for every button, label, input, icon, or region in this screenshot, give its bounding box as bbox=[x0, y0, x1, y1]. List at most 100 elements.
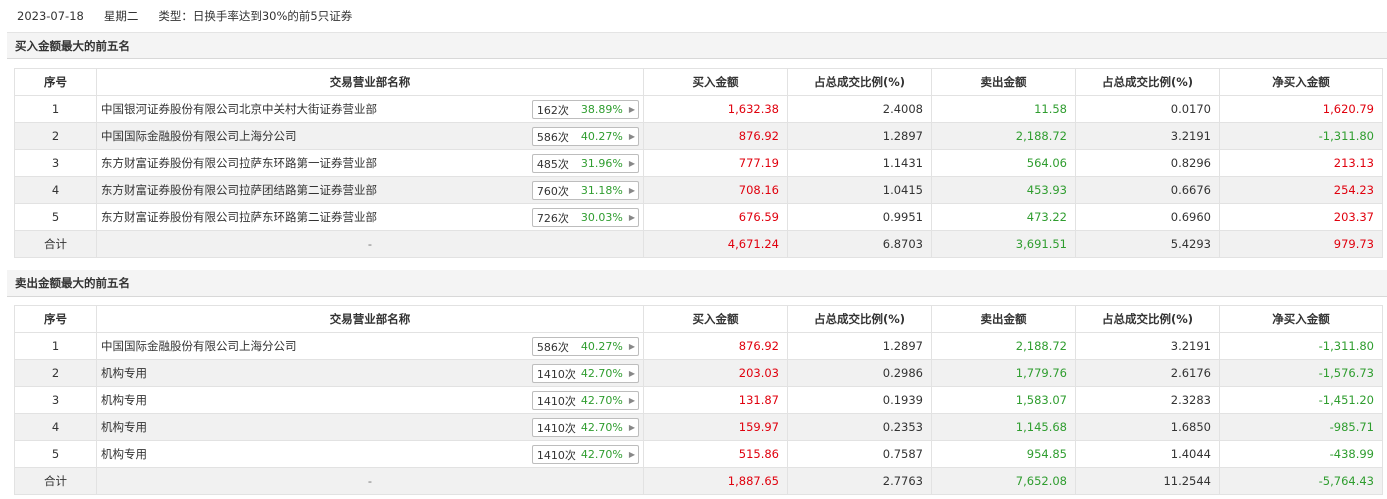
sell-ratio: 2.3283 bbox=[1075, 386, 1220, 414]
broker-count: 586次 bbox=[536, 340, 569, 354]
buy-ratio: 0.2353 bbox=[787, 413, 932, 441]
broker-stats-badge[interactable]: 760次 31.18% ▶ bbox=[531, 181, 639, 200]
broker-name[interactable]: 东方财富证券股份有限公司拉萨东环路第一证券营业部 bbox=[101, 156, 377, 170]
col-header-sell: 卖出金额 bbox=[931, 305, 1076, 333]
list-type: 类型：日换手率达到30%的前5只证券 bbox=[158, 9, 353, 23]
caret-right-icon: ▶ bbox=[628, 369, 635, 378]
table-row: 1 中国国际金融股份有限公司上海分公司 586次 40.27% ▶ 876.92 1.289… bbox=[14, 332, 1383, 360]
table-row: 4 东方财富证券股份有限公司拉萨团结路第二证券营业部 760次 31.18% ▶ 708.… bbox=[14, 176, 1383, 204]
broker-name[interactable]: 中国银河证券股份有限公司北京中关村大街证券营业部 bbox=[101, 102, 377, 116]
net-amount: -1,311.80 bbox=[1219, 332, 1383, 360]
sell-ratio: 1.6850 bbox=[1075, 413, 1220, 441]
total-row: 合计 -1,887.65 2.7763 7,652.08 11.2544 -5,764.4… bbox=[14, 467, 1383, 495]
sell-ratio: 1.4044 bbox=[1075, 440, 1220, 468]
broker-stats-badge[interactable]: 485次 31.96% ▶ bbox=[531, 154, 639, 173]
top-info-bar: 2023-07-18 星期二 类型：日换手率达到30%的前5只证券 bbox=[0, 0, 1387, 32]
total-row: 合计 -4,671.24 6.8703 3,691.51 5.4293 979.73 bbox=[14, 230, 1383, 258]
broker-cell: 机构专用 1410次 42.70% ▶ bbox=[96, 440, 644, 468]
sell-amount: 2,188.72 bbox=[931, 332, 1076, 360]
trade-weekday: 星期二 bbox=[103, 9, 139, 23]
buy-amount: 676.59 bbox=[643, 203, 788, 231]
broker-cell: 东方财富证券股份有限公司拉萨团结路第二证券营业部 760次 31.18% ▶ bbox=[96, 176, 644, 204]
col-header-no: 序号 bbox=[14, 68, 97, 96]
sell-amount: 2,188.72 bbox=[931, 122, 1076, 150]
total-net-amount: -5,764.43 bbox=[1219, 467, 1383, 495]
broker-win-rate: 42.70% bbox=[580, 448, 623, 461]
sell-ratio: 0.0170 bbox=[1075, 95, 1220, 123]
broker-name[interactable]: 东方财富证券股份有限公司拉萨东环路第二证券营业部 bbox=[101, 210, 377, 224]
broker-name[interactable]: 机构专用 bbox=[101, 393, 147, 407]
broker-count: 586次 bbox=[536, 130, 569, 144]
sell-amount: 1,145.68 bbox=[931, 413, 1076, 441]
broker-stats-badge[interactable]: 162次 38.89% ▶ bbox=[531, 100, 639, 119]
col-header-sell: 卖出金额 bbox=[931, 68, 1076, 96]
row-number: 5 bbox=[14, 203, 97, 231]
broker-stats-badge[interactable]: 1410次 42.70% ▶ bbox=[531, 364, 639, 383]
broker-stats-badge[interactable]: 586次 40.27% ▶ bbox=[531, 337, 639, 356]
caret-right-icon: ▶ bbox=[628, 423, 635, 432]
broker-cell: 东方财富证券股份有限公司拉萨东环路第一证券营业部 485次 31.96% ▶ bbox=[96, 149, 644, 177]
broker-win-rate: 42.70% bbox=[580, 394, 623, 407]
table-row: 4 机构专用 1410次 42.70% ▶ 159.97 0.2353 1,145.68 1.6… bbox=[14, 413, 1383, 441]
buy-ratio: 0.9951 bbox=[787, 203, 932, 231]
total-name: - bbox=[96, 230, 644, 258]
net-amount: -1,576.73 bbox=[1219, 359, 1383, 387]
broker-name[interactable]: 机构专用 bbox=[101, 447, 147, 461]
broker-name[interactable]: 机构专用 bbox=[101, 420, 147, 434]
broker-win-rate: 31.18% bbox=[580, 184, 623, 197]
row-number: 4 bbox=[14, 413, 97, 441]
total-label: 合计 bbox=[14, 467, 97, 495]
broker-stats-badge[interactable]: 1410次 42.70% ▶ bbox=[531, 445, 639, 464]
broker-name[interactable]: 东方财富证券股份有限公司拉萨团结路第二证券营业部 bbox=[101, 183, 377, 197]
sell-amount: 473.22 bbox=[931, 203, 1076, 231]
col-header-buy-ratio: 占总成交比例(%) bbox=[787, 68, 932, 96]
col-header-sell-ratio: 占总成交比例(%) bbox=[1075, 68, 1220, 96]
col-header-net: 净买入金额 bbox=[1219, 305, 1383, 333]
broker-stats-badge[interactable]: 1410次 42.70% ▶ bbox=[531, 418, 639, 437]
total-buy-ratio: 6.8703 bbox=[787, 230, 932, 258]
broker-win-rate: 38.89% bbox=[580, 103, 623, 116]
total-sell-ratio: 5.4293 bbox=[1075, 230, 1220, 258]
trade-date: 2023-07-18 bbox=[17, 9, 84, 23]
buy-amount: 159.97 bbox=[643, 413, 788, 441]
caret-right-icon: ▶ bbox=[628, 213, 635, 222]
caret-right-icon: ▶ bbox=[628, 105, 635, 114]
broker-stats-badge[interactable]: 726次 30.03% ▶ bbox=[531, 208, 639, 227]
buy-amount: 777.19 bbox=[643, 149, 788, 177]
total-label: 合计 bbox=[14, 230, 97, 258]
broker-count: 485次 bbox=[536, 157, 569, 171]
buy-amount: 515.86 bbox=[643, 440, 788, 468]
row-number: 4 bbox=[14, 176, 97, 204]
total-sell-ratio: 11.2544 bbox=[1075, 467, 1220, 495]
table-row: 2 中国国际金融股份有限公司上海分公司 586次 40.27% ▶ 876.92 1.289… bbox=[14, 122, 1383, 150]
col-header-buy: 买入金额 bbox=[643, 305, 788, 333]
buy-ratio: 1.1431 bbox=[787, 149, 932, 177]
col-header-net: 净买入金额 bbox=[1219, 68, 1383, 96]
col-header-name: 交易营业部名称 bbox=[96, 68, 644, 96]
broker-stats-badge[interactable]: 586次 40.27% ▶ bbox=[531, 127, 639, 146]
net-amount: 1,620.79 bbox=[1219, 95, 1383, 123]
table-header-row: 序号 交易营业部名称 买入金额 占总成交比例(%) 卖出金额 占总成交比例(%)… bbox=[14, 68, 1383, 96]
row-number: 1 bbox=[14, 95, 97, 123]
sell-amount: 11.58 bbox=[931, 95, 1076, 123]
total-sell-amount: 3,691.51 bbox=[931, 230, 1076, 258]
col-header-buy-ratio: 占总成交比例(%) bbox=[787, 305, 932, 333]
caret-right-icon: ▶ bbox=[628, 342, 635, 351]
broker-name[interactable]: 机构专用 bbox=[101, 366, 147, 380]
broker-cell: 东方财富证券股份有限公司拉萨东环路第二证券营业部 726次 30.03% ▶ bbox=[96, 203, 644, 231]
caret-right-icon: ▶ bbox=[628, 159, 635, 168]
buy-amount: 876.92 bbox=[643, 332, 788, 360]
caret-right-icon: ▶ bbox=[628, 186, 635, 195]
total-buy-amount: 1,887.65 bbox=[643, 467, 788, 495]
sell-amount: 1,779.76 bbox=[931, 359, 1076, 387]
buy-ratio: 1.2897 bbox=[787, 122, 932, 150]
broker-cell: 中国国际金融股份有限公司上海分公司 586次 40.27% ▶ bbox=[96, 122, 644, 150]
broker-stats-badge[interactable]: 1410次 42.70% ▶ bbox=[531, 391, 639, 410]
row-number: 3 bbox=[14, 386, 97, 414]
table-row: 5 东方财富证券股份有限公司拉萨东环路第二证券营业部 726次 30.03% ▶ 676.… bbox=[14, 203, 1383, 231]
sell-ratio: 0.6676 bbox=[1075, 176, 1220, 204]
broker-name[interactable]: 中国国际金融股份有限公司上海分公司 bbox=[101, 129, 297, 143]
net-amount: -985.71 bbox=[1219, 413, 1383, 441]
broker-count: 1410次 bbox=[536, 421, 576, 435]
broker-name[interactable]: 中国国际金融股份有限公司上海分公司 bbox=[101, 339, 297, 353]
